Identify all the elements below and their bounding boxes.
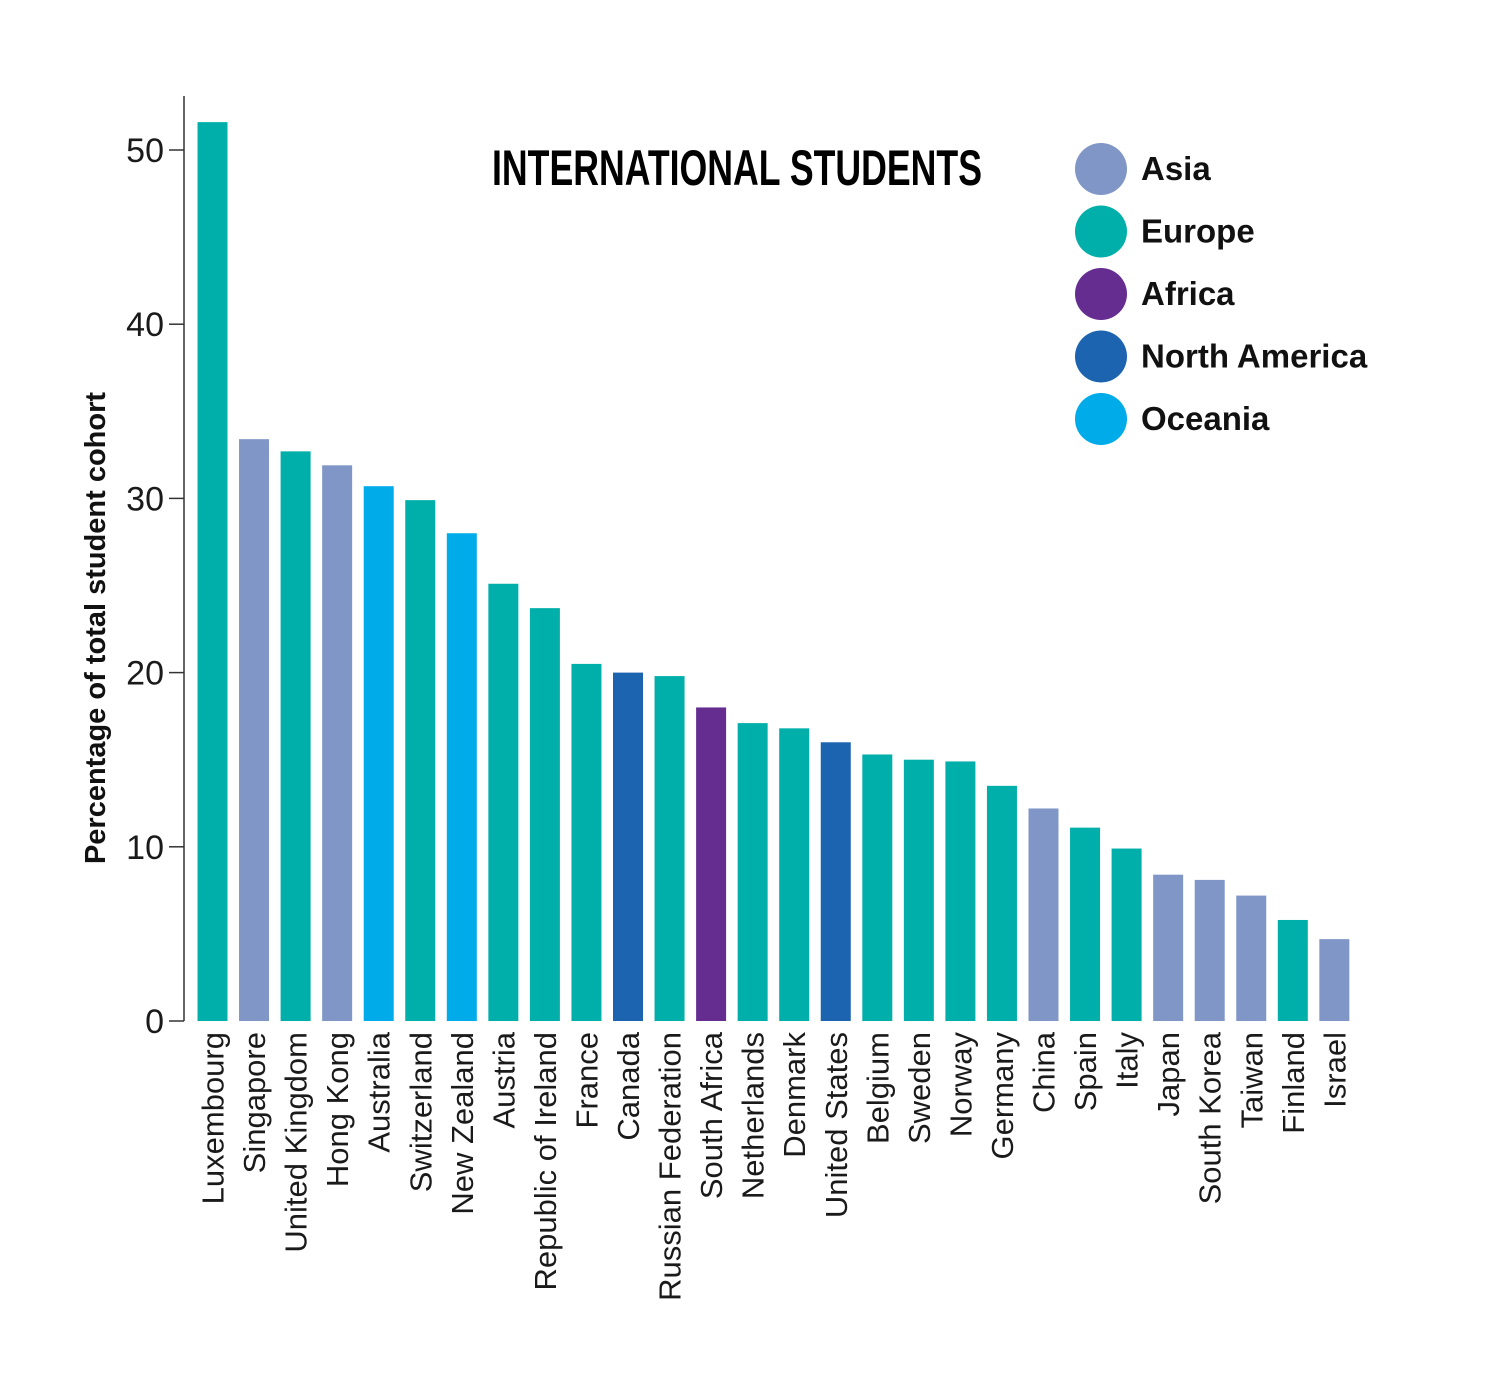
bar-hong-kong	[322, 465, 353, 1021]
category-label: Netherlands	[736, 1032, 771, 1199]
legend: Asia Europe Africa North America Oceania	[1075, 143, 1368, 445]
category-label: Spain	[1068, 1032, 1103, 1111]
bar-new-zealand	[446, 533, 477, 1021]
bar-italy	[1111, 848, 1142, 1021]
y-tick-label: 50	[126, 132, 164, 170]
bar-canada	[613, 672, 643, 1021]
bar-norway	[945, 761, 976, 1021]
category-label: China	[1027, 1031, 1062, 1113]
category-label: Austria	[486, 1031, 521, 1128]
legend-label: North America	[1141, 338, 1368, 375]
bar-singapore	[239, 439, 270, 1021]
legend-swatch-africa	[1075, 268, 1127, 320]
category-label: France	[569, 1032, 604, 1128]
category-label: Denmark	[777, 1032, 812, 1158]
category-label: Canada	[611, 1031, 646, 1140]
bar-belgium	[862, 754, 893, 1021]
bar-china	[1028, 808, 1059, 1021]
category-label: Japan	[1151, 1032, 1186, 1116]
legend-swatch-oceania	[1075, 393, 1127, 445]
legend-label: Oceania	[1141, 400, 1270, 437]
bar-germany	[986, 785, 1017, 1021]
legend-swatch-asia	[1075, 143, 1127, 195]
category-label: Belgium	[860, 1032, 895, 1144]
y-axis-label: Percentage of total student cohort	[80, 392, 112, 864]
chart-title: INTERNATIONAL STUDENTS	[492, 140, 982, 196]
category-label: Singapore	[237, 1032, 272, 1173]
legend-label: Africa	[1141, 275, 1235, 312]
category-label: Switzerland	[403, 1032, 438, 1192]
y-tick-label: 10	[126, 829, 164, 867]
legend-swatch-europe	[1075, 205, 1127, 258]
category-label: Italy	[1110, 1032, 1145, 1089]
category-label: Taiwan	[1234, 1032, 1269, 1129]
bar-russian-federation	[654, 676, 685, 1021]
category-label: United States	[819, 1032, 854, 1218]
category-labels: Luxembourg Singapore United Kingdom Hong Ko…	[196, 1031, 1353, 1301]
legend-label: Asia	[1141, 150, 1211, 187]
bar-israel	[1319, 939, 1350, 1021]
category-label: Sweden	[902, 1032, 937, 1144]
bar-taiwan	[1236, 895, 1267, 1021]
bar-united-kingdom	[280, 451, 311, 1022]
category-label: United Kingdom	[279, 1032, 314, 1253]
legend-swatch-north-america	[1075, 330, 1127, 383]
bar-united-states	[820, 742, 851, 1021]
bar-australia	[363, 486, 394, 1021]
category-label: Australia	[362, 1031, 397, 1152]
y-tick-label: 20	[126, 655, 164, 693]
y-tick-label: 40	[126, 306, 164, 344]
chart-axes: 0 10 20 30 40 50	[126, 96, 185, 1041]
bar-spain	[1070, 827, 1101, 1021]
bar-luxembourg	[197, 122, 228, 1022]
bar-denmark	[779, 728, 810, 1021]
category-label: South Africa	[694, 1031, 729, 1199]
bar-switzerland	[405, 500, 436, 1022]
category-label: South Korea	[1193, 1031, 1228, 1204]
y-tick-label: 0	[145, 1003, 164, 1041]
bar-south-africa	[696, 707, 727, 1021]
bar-south-korea	[1194, 879, 1225, 1021]
category-label: Israel	[1317, 1032, 1352, 1108]
category-label: Russian Federation	[653, 1032, 688, 1301]
category-label: Germany	[985, 1032, 1020, 1160]
bar-france	[571, 663, 602, 1021]
category-label: Norway	[943, 1032, 978, 1138]
category-label: Hong Kong	[320, 1032, 355, 1187]
category-label: Luxembourg	[196, 1032, 231, 1204]
category-label: Republic of Ireland	[528, 1032, 563, 1291]
bar-japan	[1153, 874, 1184, 1021]
category-label: New Zealand	[445, 1032, 480, 1215]
bar-republic-of-ireland	[529, 608, 560, 1021]
category-label: Finland	[1276, 1032, 1311, 1134]
bar-austria	[488, 583, 519, 1021]
y-tick-label: 30	[126, 480, 164, 518]
bar-finland	[1277, 919, 1308, 1021]
bar-sweden	[903, 759, 934, 1021]
bars-group	[197, 122, 1350, 1022]
bar-netherlands	[737, 723, 768, 1021]
legend-label: Europe	[1141, 213, 1255, 250]
